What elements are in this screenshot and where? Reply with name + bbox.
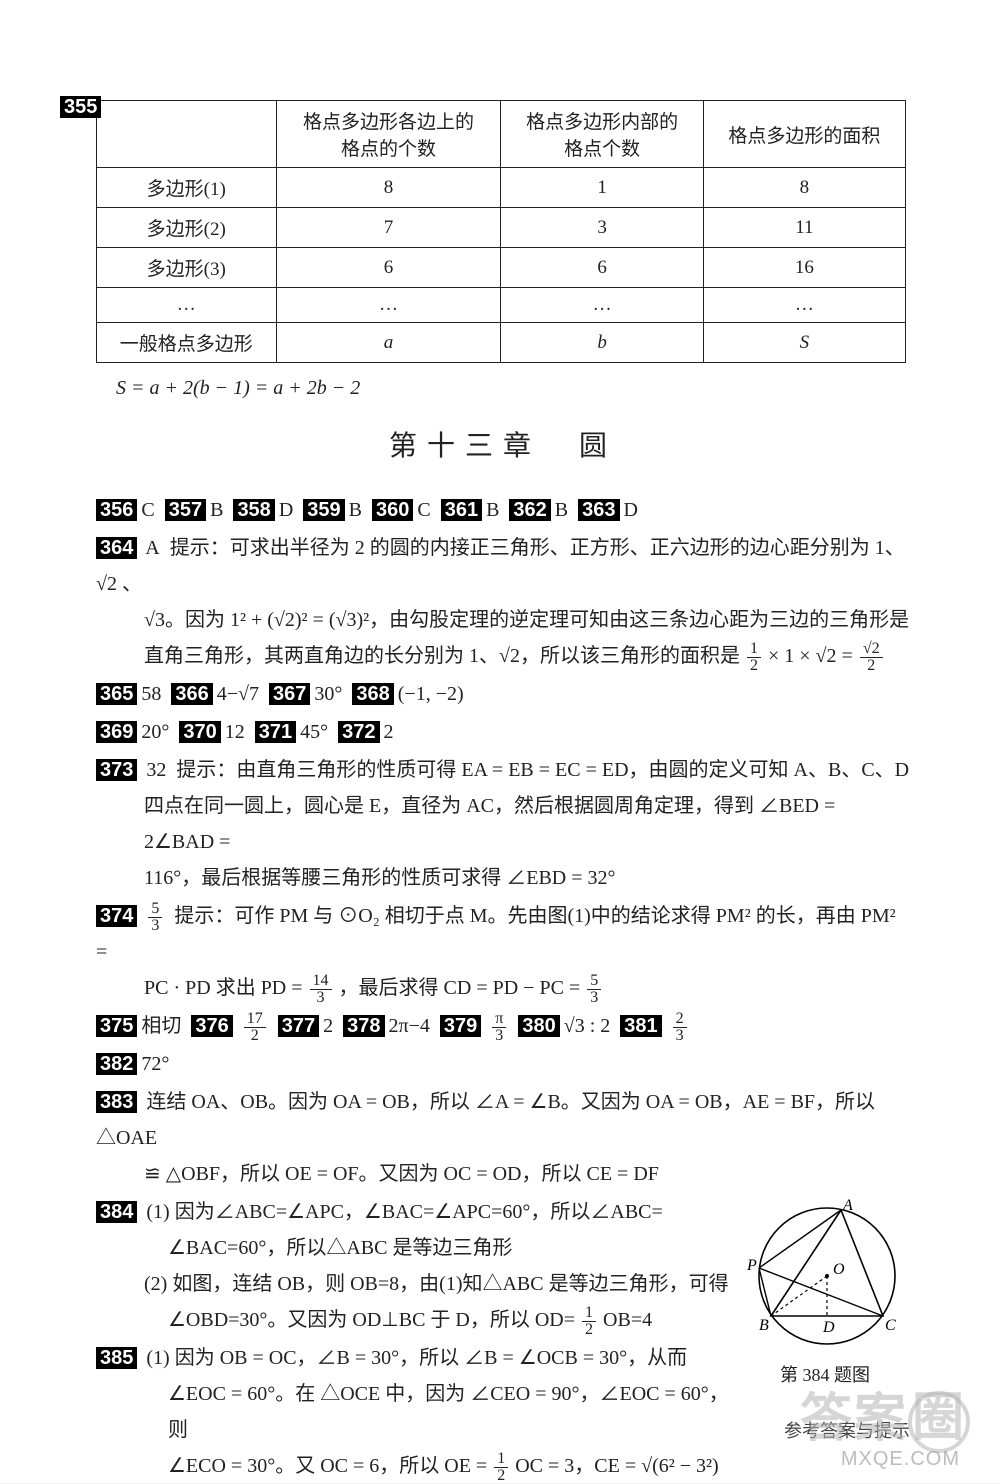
q383-number: 383 [96, 1091, 137, 1113]
q356-number: 356 [96, 499, 137, 521]
q364-number: 364 [96, 537, 137, 559]
q375-number: 375 [96, 1015, 137, 1037]
q355-number: 355 [60, 96, 101, 118]
q383: 383 连结 OA、OB。因为 OA = OB，所以 ∠A = ∠B。又因为 O… [96, 1084, 910, 1192]
q359-number: 359 [303, 499, 344, 521]
q365-number: 365 [96, 683, 137, 705]
circle-diagram-icon: A B C D O P [745, 1198, 905, 1353]
th-area: 格点多边形的面积 [703, 101, 905, 168]
q371-number: 371 [255, 721, 296, 743]
q384-number: 384 [96, 1201, 137, 1223]
q364: 364 A 提示：可求出半径为 2 的圆的内接正三角形、正方形、正六边形的边心距… [96, 530, 910, 674]
q361-number: 361 [441, 499, 482, 521]
fraction-icon: 12 [747, 641, 761, 674]
q373: 373 32 提示：由直角三角形的性质可得 EA = EB = EC = ED，… [96, 752, 910, 896]
table-row: 多边形(1) 8 1 8 [97, 168, 906, 208]
q357-number: 357 [165, 499, 206, 521]
watermark: 答案圈 [800, 1376, 970, 1453]
q376-number: 376 [191, 1015, 232, 1037]
page: 355 格点多边形各边上的 格点的个数 格点多边形内部的 格点个数 格点多边形的… [0, 0, 1000, 1483]
svg-text:O: O [833, 1261, 845, 1278]
q374-number: 374 [96, 905, 137, 927]
svg-text:C: C [885, 1317, 896, 1334]
short-answers: 356C 357B 358D 359B 360C 361B 362B 363D … [96, 492, 910, 1484]
q358-number: 358 [233, 499, 274, 521]
q381-number: 381 [620, 1015, 661, 1037]
q370-number: 370 [179, 721, 220, 743]
fraction-icon: 143 [310, 973, 332, 1006]
fraction-icon: √22 [860, 641, 883, 674]
table-row: 多边形(3) 6 6 16 [97, 248, 906, 288]
fraction-icon: 172 [244, 1011, 266, 1044]
svg-text:D: D [822, 1319, 835, 1336]
q360-number: 360 [372, 499, 413, 521]
fraction-icon: 53 [148, 901, 162, 934]
q369-number: 369 [96, 721, 137, 743]
q378-number: 378 [343, 1015, 384, 1037]
q373-number: 373 [96, 759, 137, 781]
fraction-icon: π3 [492, 1011, 506, 1044]
th-edge: 格点多边形各边上的 格点的个数 [276, 101, 501, 168]
watermark-url: MXQE.COM [841, 1448, 960, 1471]
fraction-icon: 12 [582, 1305, 596, 1338]
q379-number: 379 [440, 1015, 481, 1037]
fraction-icon: 53 [587, 973, 601, 1006]
q355-formula: S = a + 2(b − 1) = a + 2b − 2 [116, 377, 910, 400]
q385-number: 385 [96, 1347, 137, 1369]
th-blank [97, 101, 277, 168]
q377-number: 377 [278, 1015, 319, 1037]
table-row: 一般格点多边形 a b S [97, 323, 906, 363]
q380-number: 380 [518, 1015, 559, 1037]
q368-number: 368 [352, 683, 393, 705]
svg-text:P: P [746, 1257, 757, 1274]
q362-number: 362 [509, 499, 550, 521]
q366-number: 366 [171, 683, 212, 705]
chapter-title: 第十三章 圆 [96, 424, 910, 464]
fraction-icon: 12 [494, 1451, 508, 1484]
table-row: 多边形(2) 7 3 11 [97, 208, 906, 248]
q372-number: 372 [338, 721, 379, 743]
svg-text:A: A [842, 1198, 853, 1214]
svg-text:B: B [759, 1317, 769, 1334]
q355-table: 格点多边形各边上的 格点的个数 格点多边形内部的 格点个数 格点多边形的面积 多… [96, 100, 906, 363]
q382-number: 382 [96, 1053, 137, 1075]
q367-number: 367 [269, 683, 310, 705]
q374: 374 53 提示：可作 PM 与 ⊙O₂ 相切于点 M。先由图(1)中的结论求… [96, 898, 910, 1006]
th-inner: 格点多边形内部的 格点个数 [501, 101, 703, 168]
q363-number: 363 [578, 499, 619, 521]
table-row: … … … … [97, 288, 906, 323]
fraction-icon: 23 [673, 1011, 687, 1044]
q384-figure: A B C D O P 第 384 题图 [740, 1198, 910, 1393]
